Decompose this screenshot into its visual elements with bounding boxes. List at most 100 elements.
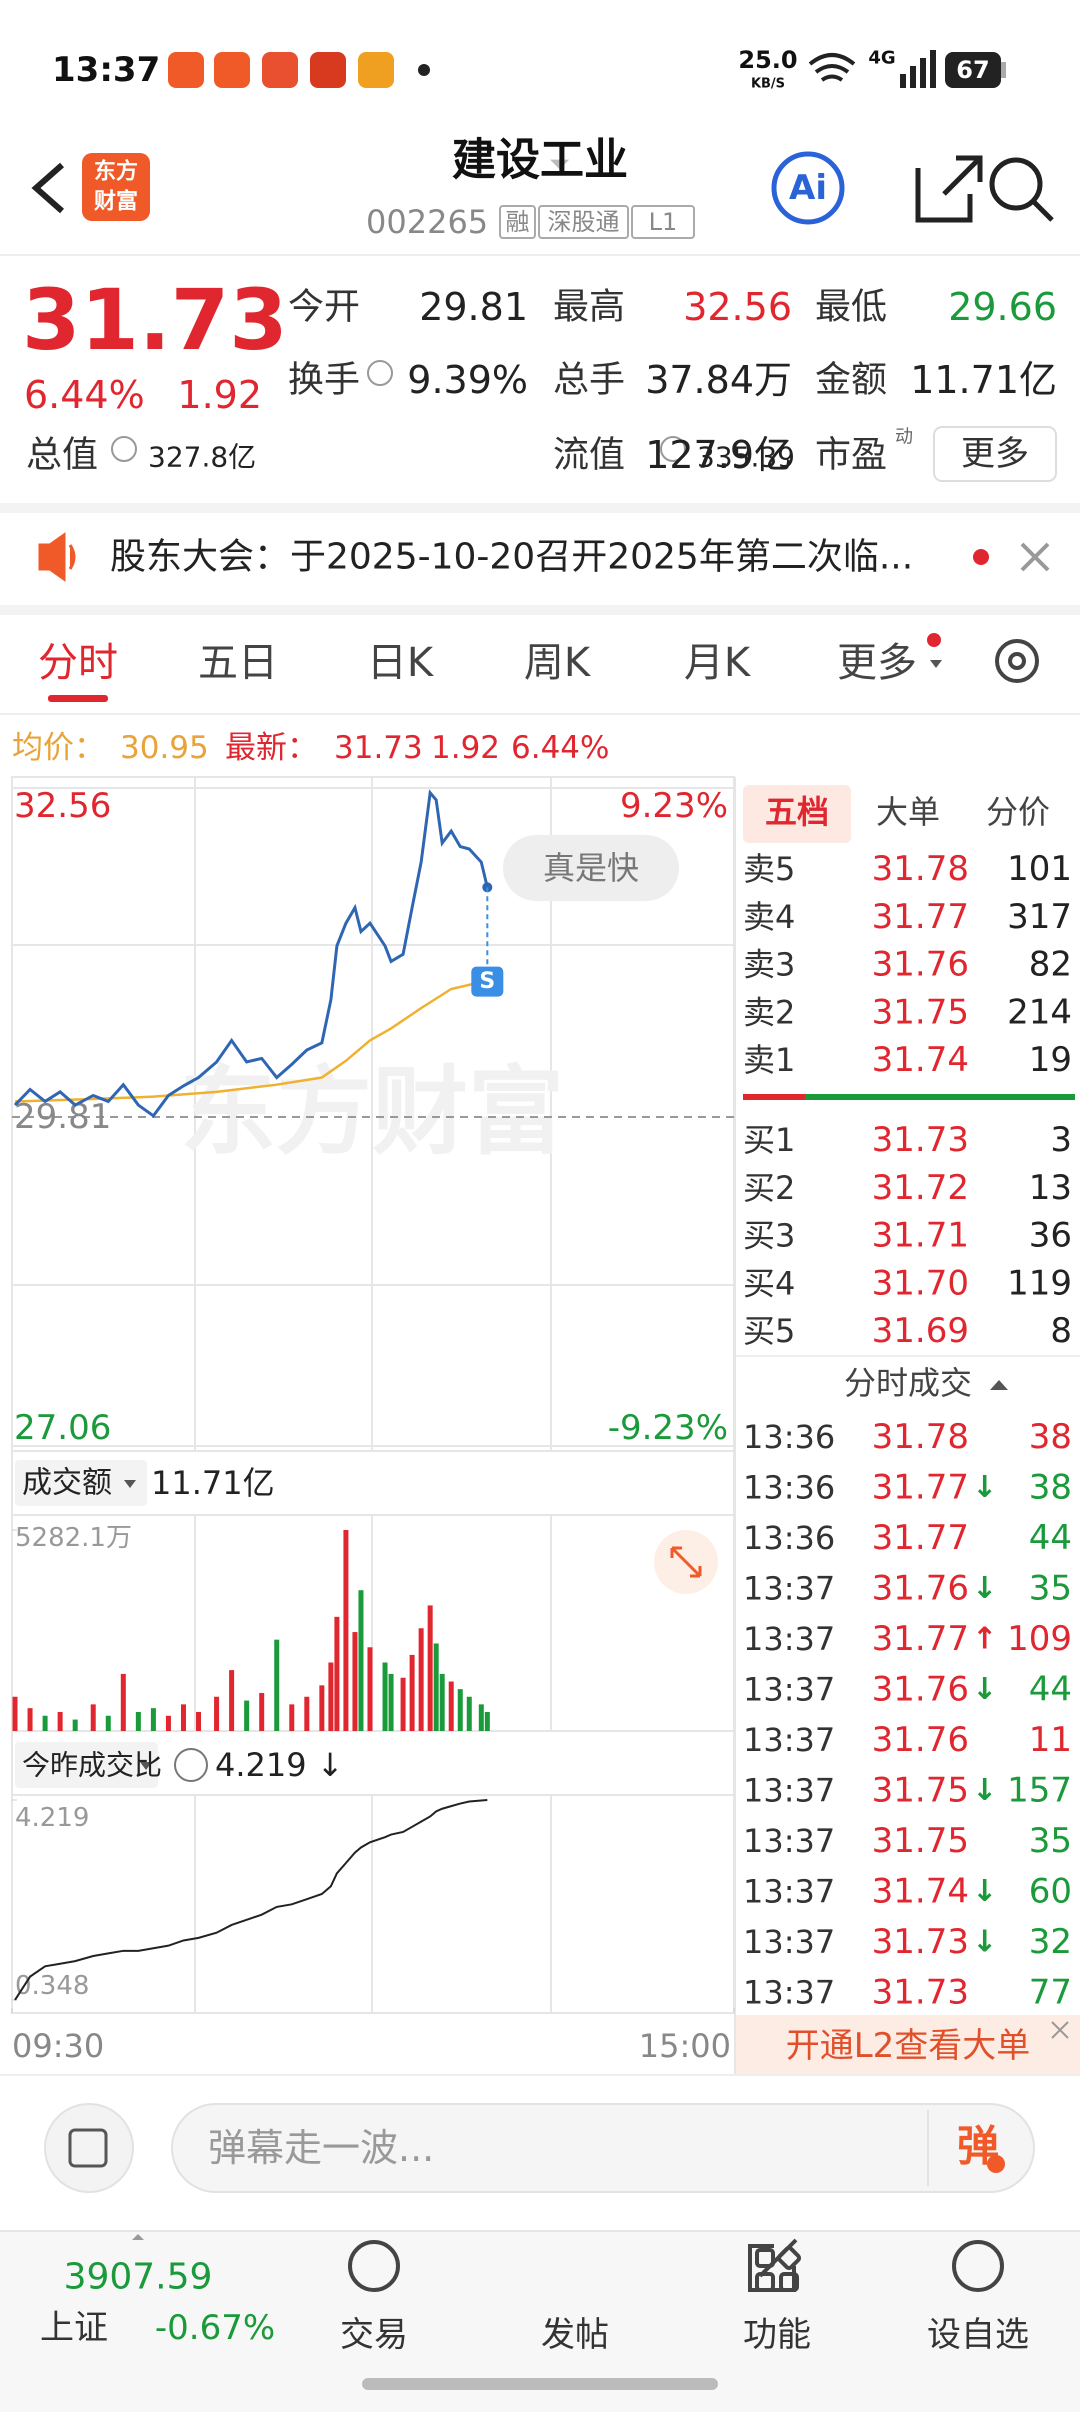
volume-bar: [457, 1689, 463, 1731]
stat-label: 最高: [553, 287, 625, 328]
volume-bar: [484, 1711, 490, 1731]
notice-close[interactable]: [1020, 542, 1050, 572]
tab[interactable]: 月K: [684, 640, 752, 686]
comment-input[interactable]: [171, 2103, 1035, 2193]
more-label[interactable]: 更多: [961, 434, 1029, 474]
dropdown-arrow[interactable]: [550, 159, 570, 170]
y-tick-label: 27.06: [14, 1408, 111, 1448]
volume-bar: [105, 1715, 111, 1731]
tab[interactable]: 五日: [198, 640, 278, 686]
volume-bar: [400, 1677, 406, 1731]
book-tab[interactable]: 五档: [765, 793, 829, 831]
tab-underline: [48, 695, 108, 702]
trade-volume: 77: [1029, 1973, 1072, 2013]
volume-bar: [12, 1696, 18, 1731]
net-speed-unit: KB/S: [751, 77, 785, 92]
trade-volume: 157: [1007, 1771, 1072, 1811]
price-line: [13, 789, 489, 1118]
l2-banner-bg[interactable]: [736, 2015, 1080, 2074]
nav-item[interactable]: 设自选: [927, 2315, 1029, 2355]
signal-marker: [471, 966, 504, 997]
signal-marker-label: S: [479, 969, 495, 994]
divider: [0, 2230, 1080, 2232]
share-button[interactable]: [915, 155, 983, 223]
selector-arrow: [124, 1480, 136, 1488]
volume-bar: [120, 1673, 126, 1731]
tab[interactable]: 更多: [837, 640, 917, 686]
tab-arrow: [930, 660, 942, 668]
book-volume: 3: [1050, 1120, 1072, 1160]
book-volume: 119: [1007, 1263, 1072, 1303]
app-logo: [82, 153, 150, 221]
status-time: 13:37: [52, 50, 160, 90]
book-price: 31.74: [872, 1040, 969, 1080]
volume-label: 成交额: [22, 1466, 112, 1501]
ai-button[interactable]: [771, 151, 845, 225]
speaker-icon: [38, 532, 76, 582]
book-price: 31.70: [872, 1263, 969, 1303]
trade-volume: 35: [1029, 1821, 1072, 1861]
stat-value: 29.81: [419, 285, 528, 329]
stat-value: 327.8亿: [148, 441, 256, 474]
banner-close[interactable]: [1051, 2021, 1069, 2039]
trade-volume: 60: [1029, 1872, 1072, 1912]
comment-placeholder: 弹幕走一波...: [208, 2126, 434, 2170]
comment-icon: [68, 2128, 108, 2168]
book-tab[interactable]: 大单: [876, 793, 940, 831]
divider: [0, 2074, 1080, 2076]
trade-time: 13:37: [743, 1620, 835, 1658]
volume-bar: [388, 1673, 394, 1731]
comment-bubble: [503, 835, 679, 901]
comment-settings[interactable]: [44, 2103, 134, 2193]
settings-button[interactable]: [995, 639, 1039, 683]
trade-price: 31.75: [872, 1821, 969, 1861]
trades-title: 分时成交: [844, 1364, 972, 1402]
tab[interactable]: 周K: [524, 640, 592, 686]
volume-bar: [42, 1715, 48, 1731]
latest-change-pct: 6.44%: [511, 730, 609, 766]
trade-volume: 109: [1007, 1619, 1072, 1659]
stat-icons: [111, 360, 686, 462]
y-tick-label: 4.219: [15, 1803, 89, 1833]
nav-item[interactable]: 交易: [340, 2315, 408, 2355]
ratio-selector[interactable]: [15, 1742, 158, 1788]
stat-label: 最低: [815, 287, 887, 328]
volume-selector[interactable]: [15, 1460, 147, 1506]
active-tab-bg: [743, 785, 851, 843]
volume-bar: [135, 1711, 141, 1731]
nav-item[interactable]: 发帖: [541, 2315, 609, 2355]
l2-banner-text[interactable]: 开通L2查看大单: [786, 2026, 1031, 2066]
latest-change: 1.92: [431, 730, 500, 766]
back-button[interactable]: [31, 162, 64, 214]
tab[interactable]: 分时: [38, 640, 118, 686]
trade-time: 13:37: [743, 1671, 835, 1709]
trade-price: 31.77: [872, 1468, 969, 1508]
book-price: 31.71: [872, 1216, 969, 1256]
more-button[interactable]: [933, 426, 1057, 482]
volume-bar: [289, 1704, 295, 1731]
battery-level: 67: [956, 56, 989, 84]
help-icon[interactable]: [174, 1748, 208, 1782]
search-button[interactable]: [989, 157, 1043, 211]
ai-label[interactable]: Ai: [789, 168, 827, 208]
trade-volume: 11: [1029, 1720, 1072, 1760]
book-price: 31.77: [872, 897, 969, 937]
y2-tick-label: -9.23%: [608, 1408, 728, 1448]
nav-item[interactable]: 功能: [743, 2315, 811, 2355]
index-change: -0.67%: [155, 2308, 275, 2348]
notice-dot: [973, 549, 989, 565]
book-tab[interactable]: 分价: [986, 793, 1050, 831]
volume-bar: [57, 1711, 63, 1731]
tab[interactable]: 日K: [367, 640, 435, 686]
divider: [734, 777, 736, 2074]
volume-bar: [214, 1696, 220, 1731]
stat-value: 335.39: [697, 441, 795, 474]
trade-price: 31.76: [872, 1720, 969, 1760]
trade-time: 13:36: [743, 1418, 835, 1456]
change-amount: 1.92: [177, 373, 262, 417]
y2-tick-label: 9.23%: [620, 786, 728, 826]
volume-bar: [259, 1692, 265, 1731]
avg-label: 均价：: [12, 730, 105, 766]
